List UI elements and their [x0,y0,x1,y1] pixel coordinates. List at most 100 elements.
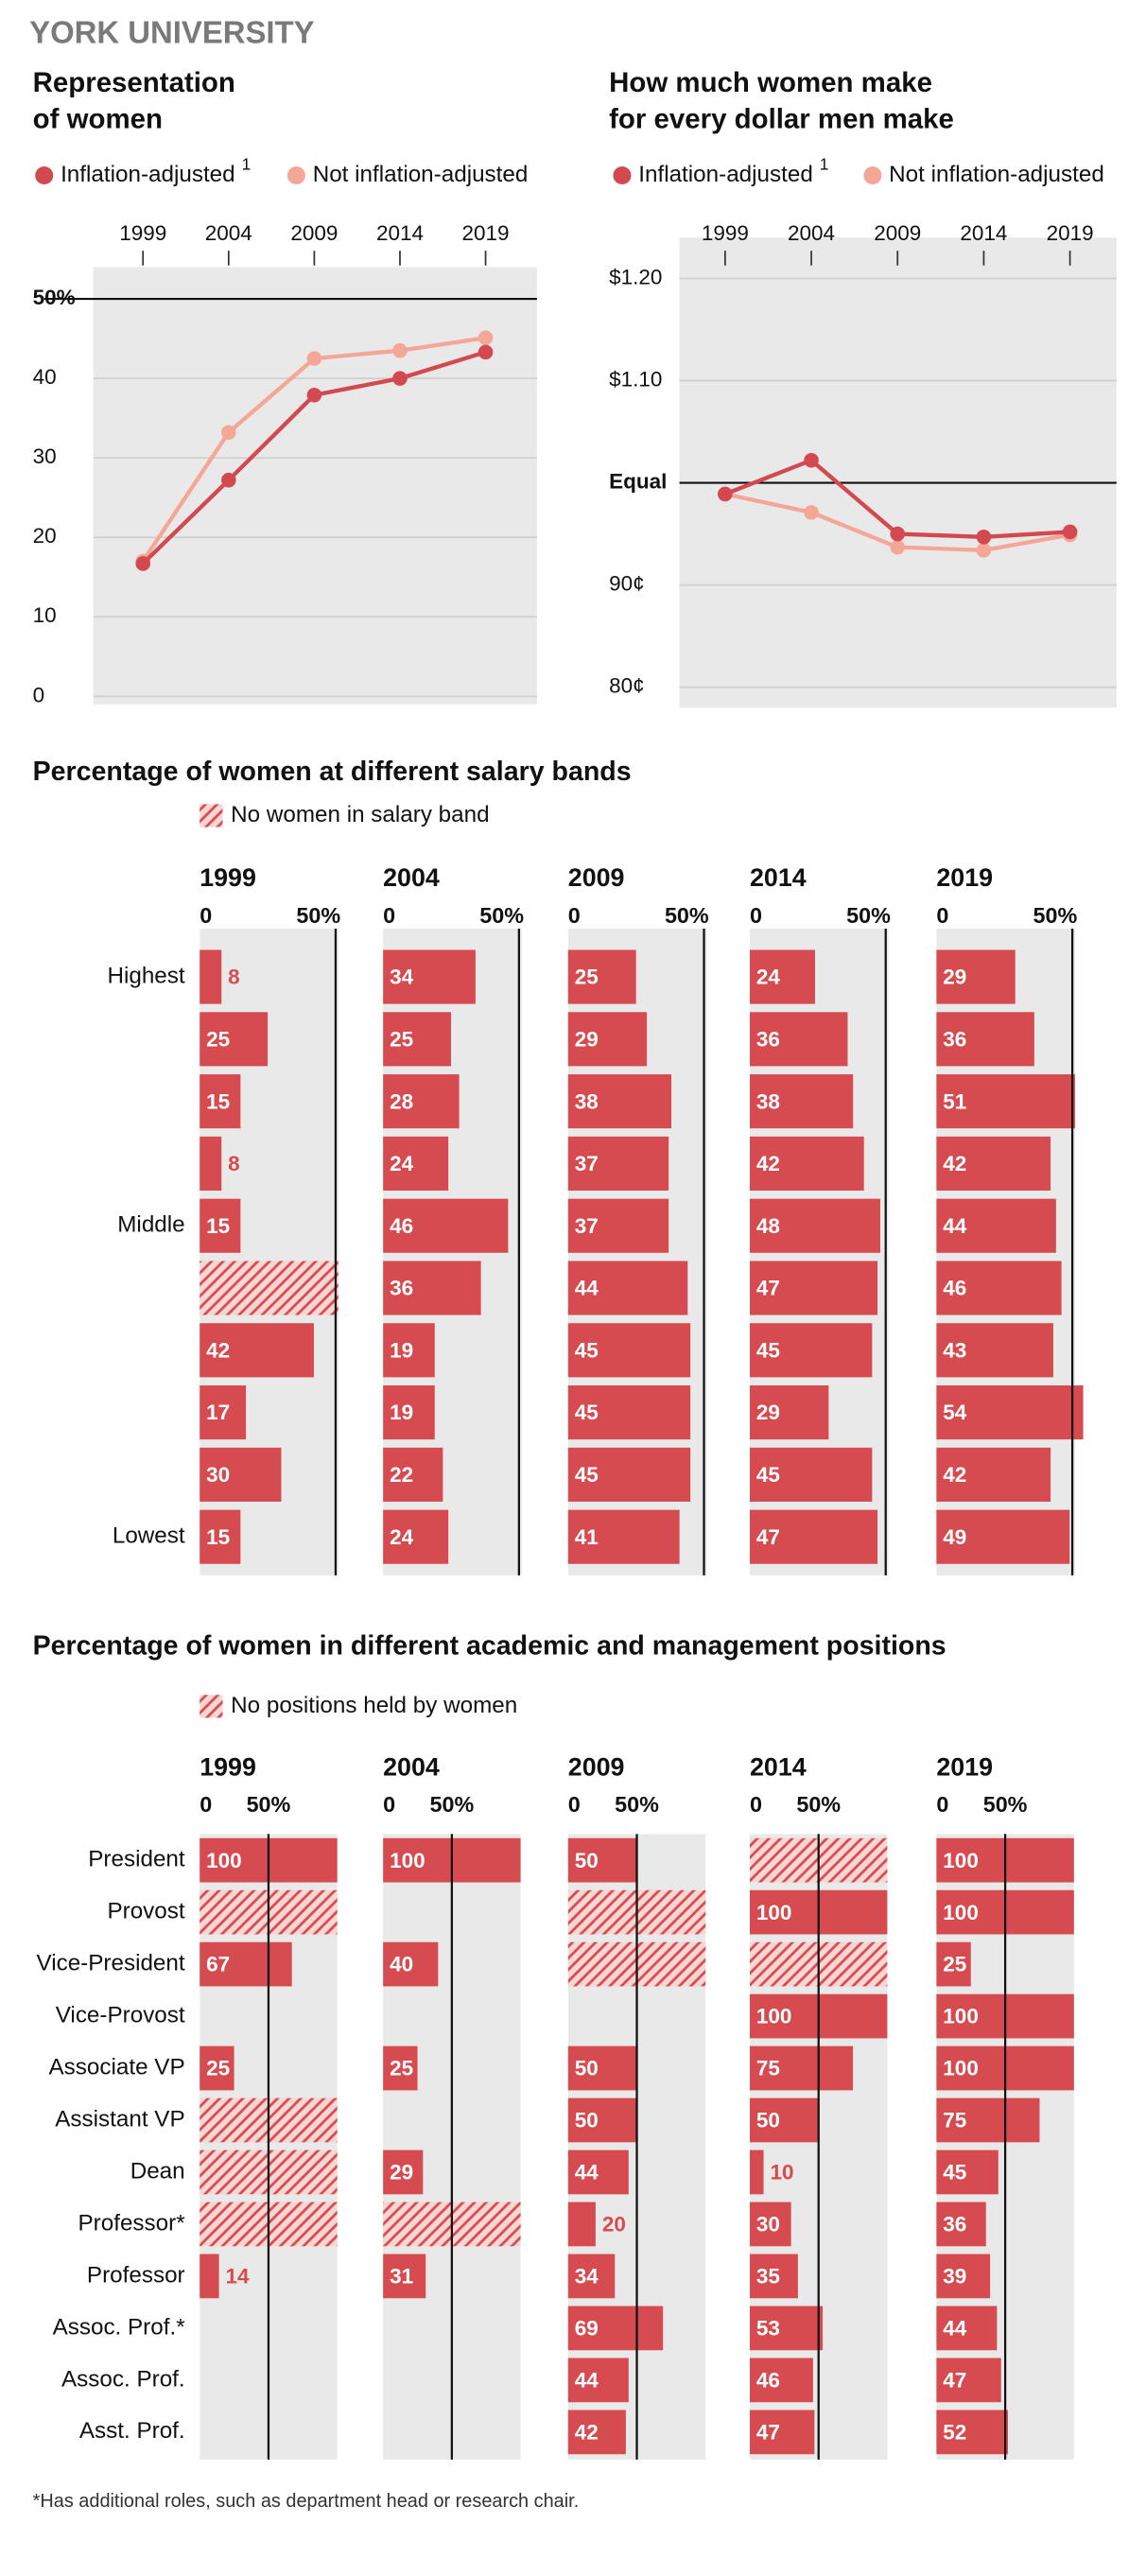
bar-none [200,1261,339,1315]
bar-value-label: 37 [575,1152,599,1175]
x-tick-label: 0 [750,1792,762,1817]
data-point [392,371,408,386]
bar [200,949,222,1004]
header: YORK UNIVERSITY [29,14,314,49]
data-point [221,425,236,441]
bar [200,1509,241,1564]
bar [749,2254,798,2299]
bar [567,1074,672,1129]
bar-value-label: 75 [943,2109,966,2132]
bar [200,1074,241,1129]
legend-hatch [200,804,223,827]
bar-value-label: 51 [943,1089,966,1113]
bar-value-label: 42 [575,2421,599,2445]
legend-marker [286,165,305,185]
data-point [804,505,819,520]
category-label: Assoc. Prof. [61,2366,185,2392]
bar-value-label: 54 [943,1401,967,1424]
category-label: Provost [107,1899,184,1924]
bar [749,2045,854,2091]
y-tick-label: 80¢ [609,674,645,698]
bar [749,1385,829,1440]
panel-title: 2004 [383,863,440,892]
bar [567,2254,616,2299]
bar [749,2150,764,2195]
x-tick-label: 50% [665,903,709,928]
x-tick-label: 0 [750,903,762,928]
y-tick-label: 90¢ [609,572,645,596]
category-label: Asst. Prof. [79,2418,185,2444]
bar-value-label: 37 [575,1214,599,1238]
category-label: Highest [107,963,184,988]
panel-title: 2004 [383,1752,440,1781]
bar-value-label: 45 [756,1338,780,1362]
bar-value-label: 42 [943,1152,966,1175]
legend-marker [613,165,632,185]
bar-value-label: 100 [943,2005,979,2028]
bar [749,1509,878,1564]
bar [936,1012,1034,1067]
category-label: Vice-Provost [56,2002,185,2028]
bar [567,1385,691,1440]
x-tick-label: 2014 [376,221,424,245]
category-label: Dean [130,2158,185,2184]
section-title: Percentage of women in different academi… [33,1631,946,1662]
bar [936,1941,971,1987]
bar [567,1837,637,1883]
chart-title: How much women make for every dollar men… [609,67,954,135]
bar [936,1198,1056,1253]
bar-value-label: 30 [756,2213,780,2237]
section-title: Percentage of women at different salary … [33,757,632,787]
bar-value-label: 30 [206,1463,230,1487]
bar-value-label: 39 [943,2265,966,2289]
bar-value-label: 19 [390,1338,413,1362]
bar [200,1198,241,1253]
bar-value-label: 25 [206,2057,230,2080]
bar [567,1012,648,1067]
bar-value-label: 50 [575,1849,599,1872]
data-point [804,452,819,468]
y-tick-label: Equal [609,469,667,493]
bar [567,2202,596,2247]
bar [936,1136,1051,1191]
data-point [890,526,906,542]
bar [936,1509,1070,1564]
x-tick-label: 50% [846,903,891,928]
data-point [976,530,992,545]
panel-title: 1999 [200,863,256,892]
bar-value-label: 45 [575,1401,599,1424]
bar [383,1074,460,1129]
bar [567,1136,669,1191]
bar-value-label: 46 [390,1214,413,1238]
bar [749,2202,791,2247]
bar-value-label: 28 [390,1089,413,1113]
plot-background [679,237,1117,708]
bar [200,1447,282,1502]
bar [567,2306,664,2351]
bar [383,949,476,1004]
x-tick-label: 50% [1033,903,1078,928]
bar [936,1385,1084,1440]
y-tick-label: 20 [33,524,57,548]
bar-value-label: 42 [756,1152,780,1175]
bar [383,1447,443,1502]
panel-title: 2014 [750,863,807,892]
bar-value-label: 29 [756,1401,780,1424]
x-tick-label: 50% [247,1792,291,1817]
panel-title: 2009 [568,1752,625,1781]
footnote: *Has additional roles, such as departmen… [33,2491,580,2512]
x-tick-label: 0 [383,903,395,928]
data-point [306,351,322,366]
legend-label: Inflation-adjusted [61,162,235,187]
bar [200,2254,219,2299]
bar [749,1198,880,1253]
bar-value-label: 20 [602,2213,626,2237]
legend-note: 1 [820,155,829,174]
y-tick-label: 50% [33,286,76,309]
data-point [718,486,733,502]
bar [936,2358,1001,2403]
bar-value-label: 36 [756,1027,780,1051]
bar-value-label: 50 [575,2109,599,2132]
panel-title: 2009 [568,863,625,892]
x-tick-label: 0 [568,903,581,928]
